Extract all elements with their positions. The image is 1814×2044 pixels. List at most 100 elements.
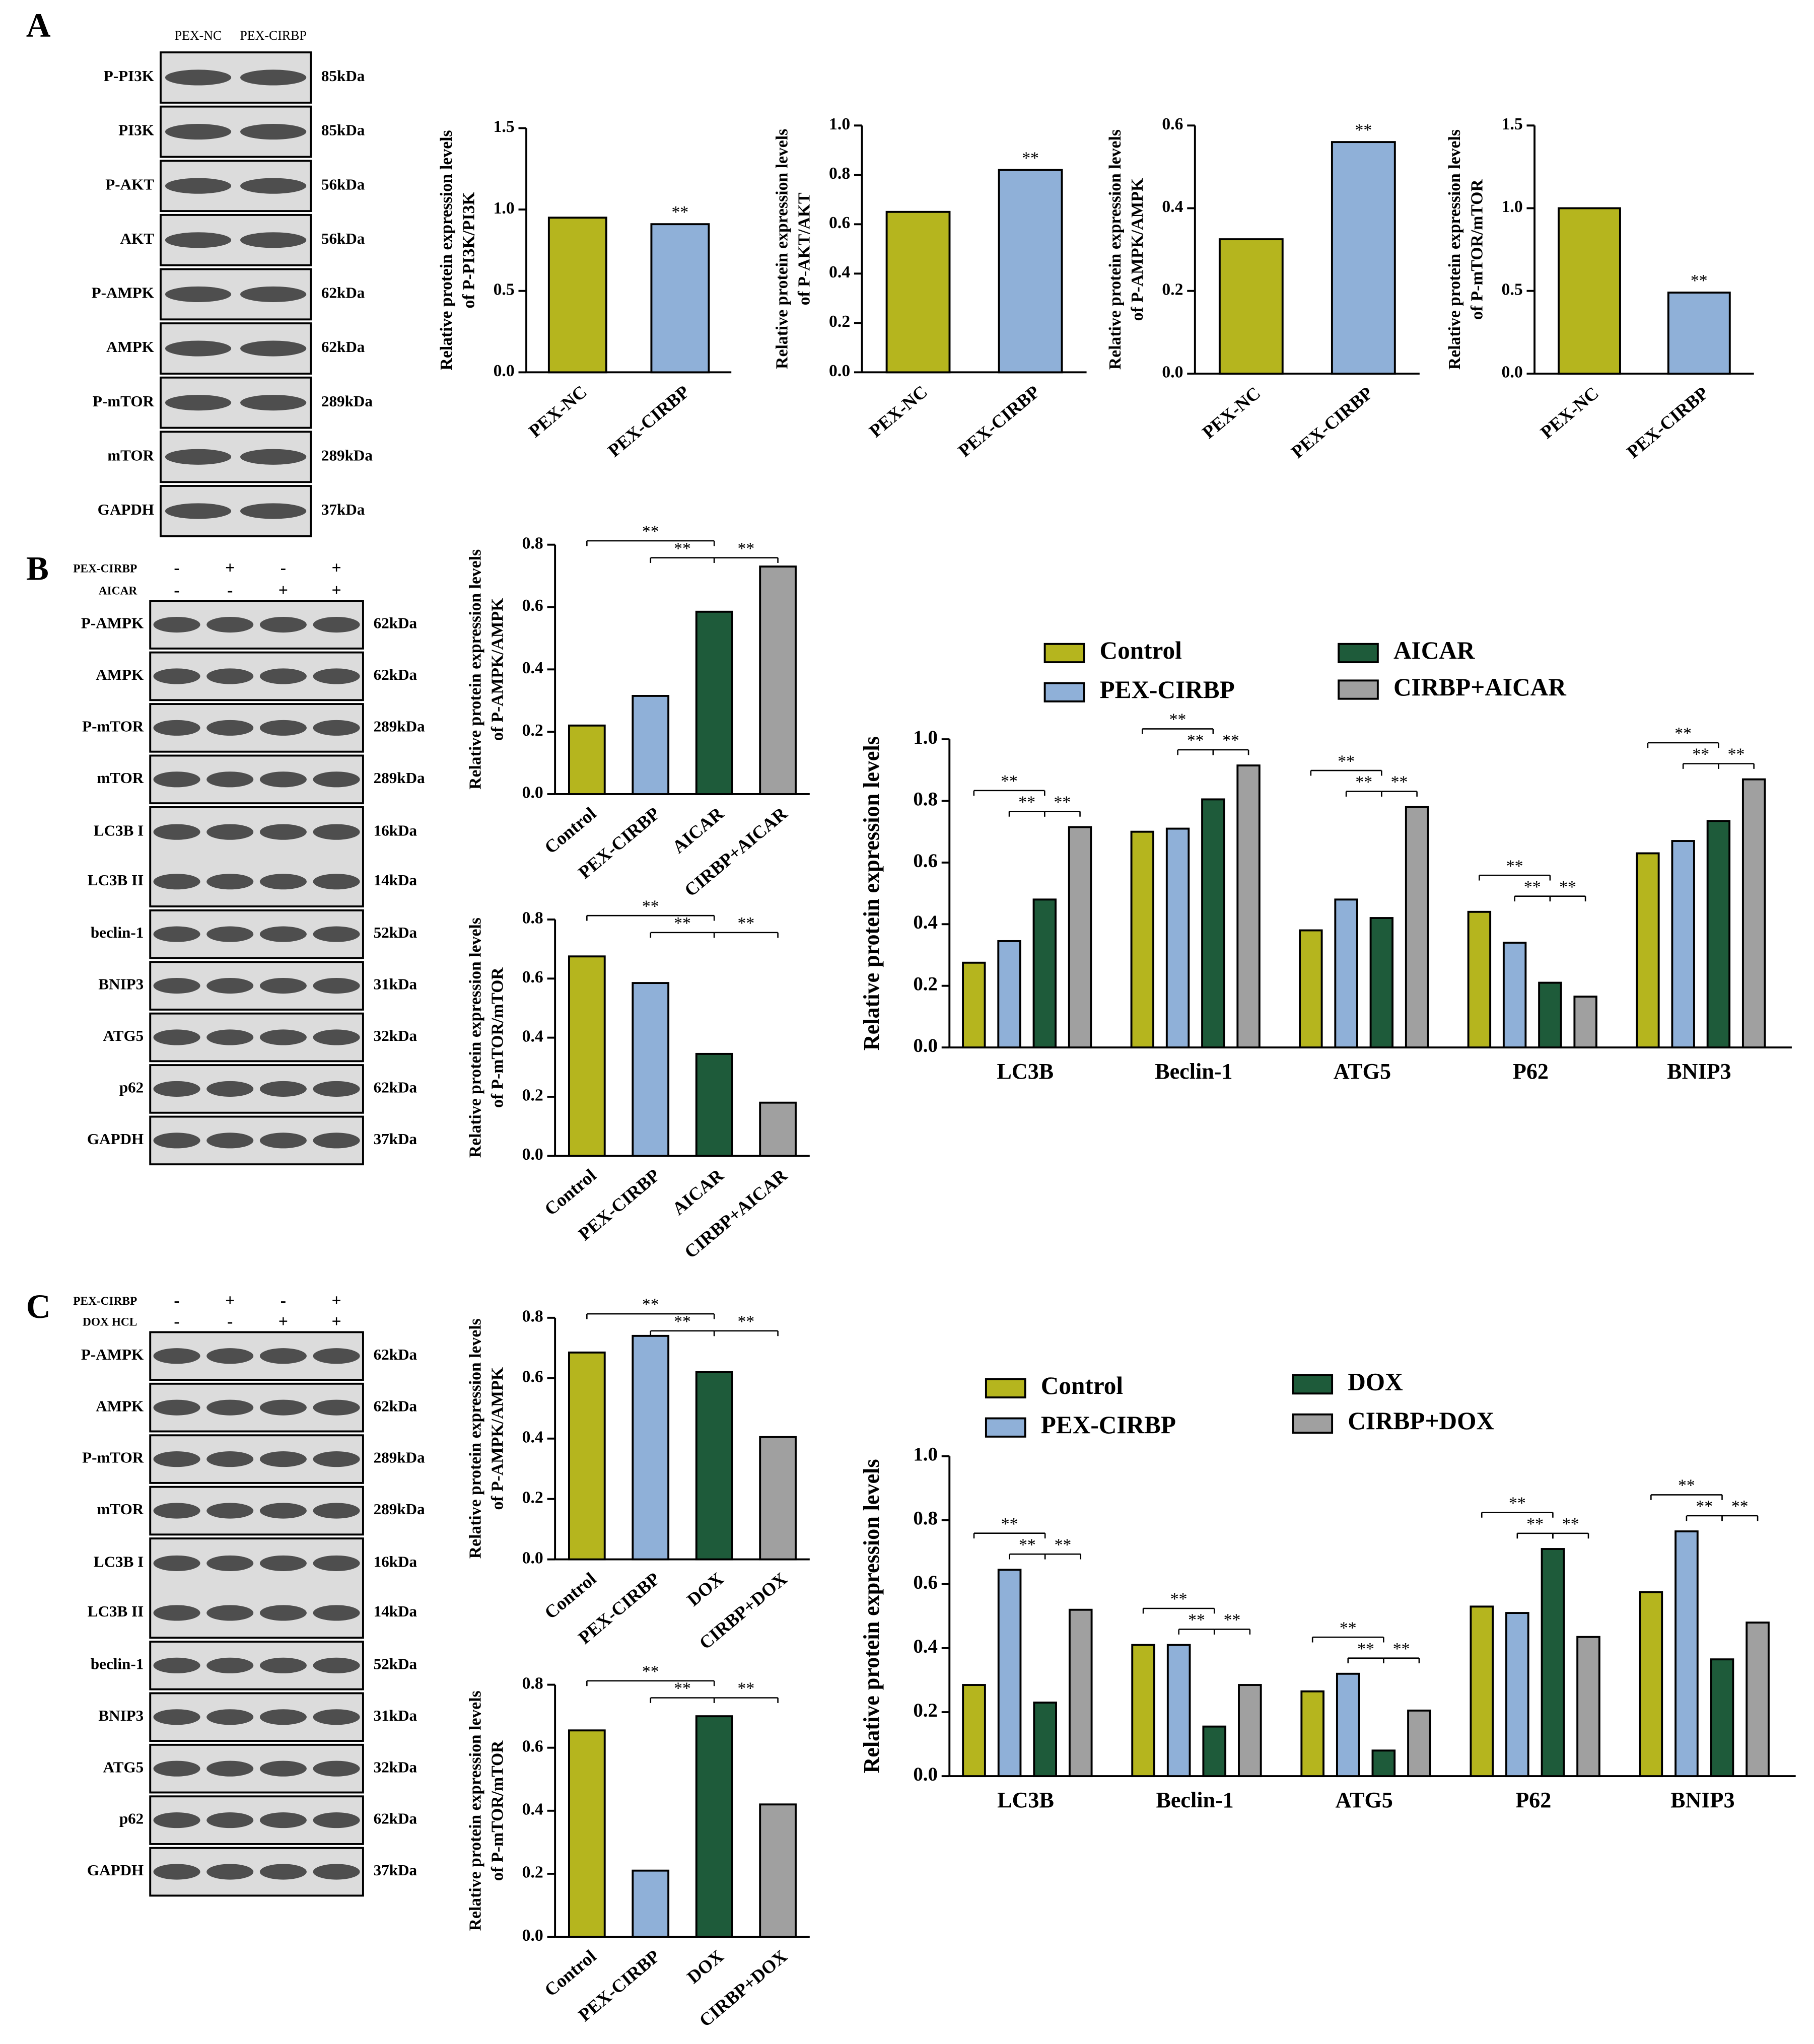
blot-band	[206, 1451, 254, 1467]
bar	[1131, 1644, 1155, 1778]
bar	[759, 1436, 797, 1561]
blot-box	[149, 1537, 364, 1639]
blot-band	[313, 874, 360, 890]
blot-kda: 37kDa	[321, 501, 365, 518]
legend-label: AICAR	[1393, 637, 1476, 664]
blot-band	[153, 771, 200, 788]
bar	[695, 1052, 733, 1157]
y-tick-label: 0.8	[522, 909, 543, 928]
bar	[1573, 996, 1597, 1049]
bar	[1165, 827, 1190, 1049]
x-tick-label: DOX	[683, 1569, 728, 1610]
condition-sign: -	[281, 1291, 286, 1310]
y-tick-label: 0.8	[829, 164, 850, 183]
blot-band	[240, 449, 307, 465]
bar	[1636, 852, 1660, 1049]
x-tick-label: Control	[541, 1569, 600, 1623]
blot-label: P-AMPK	[92, 284, 154, 302]
significance-label: **	[1357, 1640, 1374, 1658]
significance-label: **	[1678, 1476, 1695, 1495]
significance-label: **	[1001, 772, 1018, 791]
y-tick-label: 0.2	[522, 1488, 543, 1507]
legend-label: PEX-CIRBP	[1041, 1411, 1176, 1439]
blot-band	[313, 824, 360, 840]
y-tick-label: 0.6	[913, 1572, 938, 1593]
bar	[1407, 1709, 1431, 1778]
blot-band	[206, 668, 254, 684]
significance-label: **	[674, 1312, 691, 1331]
y-axis-label: Relative protein expression levels	[466, 1318, 484, 1559]
blot-kda: 52kDa	[374, 924, 417, 941]
x-tick-label: AICAR	[668, 803, 727, 858]
blot-kda: 85kDa	[321, 67, 365, 85]
bar	[1710, 1658, 1734, 1778]
y-tick-label: 0.6	[522, 596, 543, 615]
blot-kda: 289kDa	[374, 769, 425, 787]
bar	[1300, 1690, 1324, 1778]
blot-band	[313, 926, 360, 942]
blot-band	[206, 1657, 254, 1673]
x-tick-label: Control	[541, 803, 600, 858]
y-axis-label: Relative protein expression levels	[466, 549, 484, 790]
blot-band	[259, 824, 307, 840]
legend-label: DOX	[1348, 1368, 1403, 1395]
blot-band	[206, 874, 254, 890]
blot-band	[259, 926, 307, 942]
y-tick-label: 0.8	[522, 534, 543, 552]
significance-label: **	[1055, 1535, 1072, 1554]
blot-band	[153, 1451, 200, 1467]
blot-band	[313, 720, 360, 736]
blot-band	[153, 1503, 200, 1519]
bar	[1706, 820, 1731, 1049]
bar	[962, 1684, 986, 1778]
blot-kda: 16kDa	[374, 1553, 417, 1571]
blot-band	[165, 178, 232, 194]
bar	[568, 724, 606, 795]
bar	[1467, 910, 1492, 1049]
y-tick-label: 0.4	[1162, 197, 1183, 216]
significance-label: **	[1526, 1515, 1544, 1533]
blot-kda: 289kDa	[321, 392, 373, 410]
blot-kda: 289kDa	[374, 1449, 425, 1466]
blot-band	[206, 1555, 254, 1571]
y-tick-label: 0.8	[913, 1508, 938, 1529]
blot-kda: 52kDa	[374, 1655, 417, 1672]
blot-label: mTOR	[97, 769, 144, 787]
bar	[1202, 1725, 1227, 1778]
y-tick-label: 0.4	[522, 659, 543, 677]
bar	[632, 1334, 670, 1561]
blot-band	[259, 771, 307, 788]
y-tick-label: 0.0	[1502, 363, 1523, 382]
significance-label: **	[1018, 793, 1035, 812]
blot-band	[153, 1760, 200, 1777]
y-tick-label: 0.4	[829, 263, 850, 281]
x-tick-label: PEX-NC	[1537, 383, 1602, 443]
y-tick-label: 0.2	[913, 1700, 938, 1721]
x-tick-label: PEX-CIRBP	[1287, 383, 1376, 462]
x-tick-label: BNIP3	[1667, 1059, 1731, 1084]
panel-label: B	[26, 550, 49, 588]
y-tick-label: 0.6	[522, 1737, 543, 1755]
significance-label: **	[738, 539, 755, 558]
significance-label: **	[674, 1679, 691, 1698]
y-tick-label: 0.8	[913, 788, 938, 810]
significance-label: **	[1054, 793, 1071, 812]
significance-label: **	[1001, 1515, 1018, 1533]
y-axis-label: of P-AMPK/AMPK	[1128, 178, 1147, 321]
bar	[1130, 830, 1155, 1049]
y-axis-label: of P-AMPK/AMPK	[488, 1367, 507, 1510]
blot-kda: 85kDa	[321, 121, 365, 139]
blot-band	[259, 668, 307, 684]
y-tick-label: 0.4	[913, 1636, 938, 1657]
significance-label: **	[1340, 1618, 1357, 1637]
blot-label: P-AKT	[105, 175, 154, 193]
bar	[1746, 1622, 1770, 1778]
x-tick-label: P62	[1515, 1788, 1551, 1812]
blot-band	[165, 340, 232, 357]
y-axis-label: of P-AKT/AKT	[795, 192, 814, 305]
y-tick-label: 1.0	[829, 115, 850, 133]
legend-swatch	[1338, 643, 1379, 664]
legend-swatch	[1292, 1413, 1334, 1434]
blot-label: LC3B II	[88, 1602, 144, 1620]
blot-band	[206, 926, 254, 942]
